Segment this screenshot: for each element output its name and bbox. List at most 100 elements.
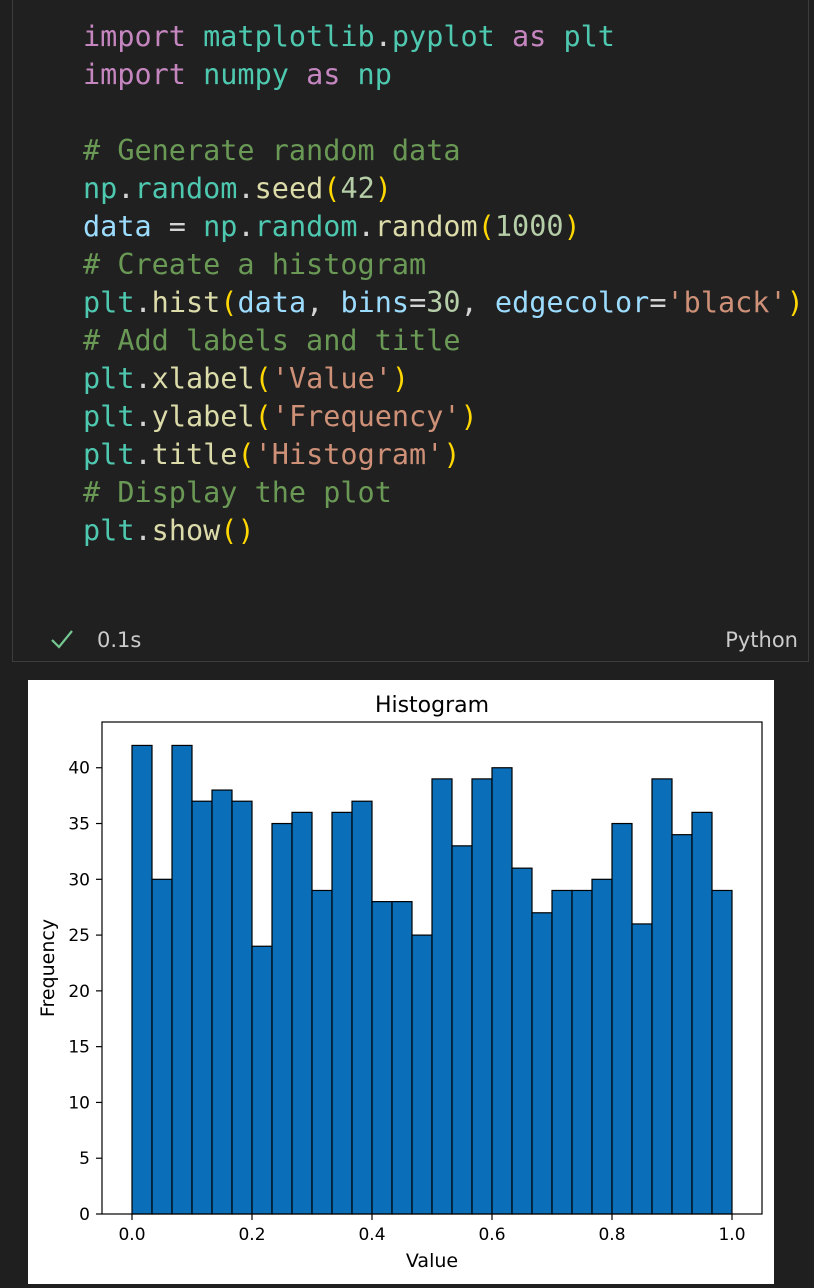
histogram-bar <box>471 778 493 1215</box>
code-token: edgecolor <box>494 286 650 319</box>
cell-status-bar: 0.1s Python <box>13 620 808 662</box>
histogram-bar <box>591 878 613 1215</box>
histogram-bar <box>391 901 413 1215</box>
code-token: # Generate random data <box>83 134 461 167</box>
code-token: import <box>83 58 186 91</box>
code-token: xlabel <box>151 362 255 395</box>
code-line[interactable]: plt.show() <box>83 512 804 550</box>
histogram-bar <box>331 811 353 1215</box>
code-token: # Add labels and title <box>83 324 461 357</box>
code-token: np <box>340 58 392 91</box>
code-line[interactable]: plt.ylabel('Frequency') <box>83 398 804 436</box>
histogram-bar <box>411 934 433 1215</box>
code-token: plt <box>546 20 615 53</box>
histogram-bar <box>251 945 273 1215</box>
code-token: plt <box>83 400 135 433</box>
histogram-bar <box>371 901 393 1215</box>
code-token: plt <box>83 286 135 319</box>
y-tick-label: 0 <box>79 1205 90 1225</box>
histogram-bar <box>431 778 453 1215</box>
code-line[interactable]: plt.hist(data, bins=30, edgecolor='black… <box>83 284 804 322</box>
code-token: . <box>134 514 152 547</box>
code-line[interactable]: # Create a histogram <box>83 246 804 284</box>
code-line[interactable]: # Add labels and title <box>83 322 804 360</box>
histogram-bar <box>531 912 553 1215</box>
code-line[interactable]: plt.title('Histogram') <box>83 436 804 474</box>
code-token: plt <box>83 438 135 471</box>
code-token: 'Histogram' <box>254 438 444 471</box>
code-token: seed <box>254 172 324 205</box>
histogram-bar <box>451 845 473 1215</box>
code-token: = <box>649 286 667 319</box>
code-token: . <box>357 210 375 243</box>
code-token: ( <box>220 286 238 319</box>
code-token: # Display the plot <box>83 476 392 509</box>
histogram-bar <box>571 889 593 1215</box>
code-token: random <box>254 210 358 243</box>
code-token: pyplot <box>391 20 495 53</box>
y-tick-label: 15 <box>68 1038 90 1058</box>
histogram-chart: Histogram 0.0 0.2 0.4 0.6 0.8 1.0 0 5 10 15 20 25 30 3… <box>37 693 763 1272</box>
y-tick-label: 35 <box>68 815 90 835</box>
code-token: ) <box>460 400 478 433</box>
code-token: ) <box>443 438 461 471</box>
code-line[interactable] <box>83 94 804 132</box>
code-token: np <box>83 172 118 205</box>
y-axis-label: Frequency <box>37 919 59 1017</box>
plot-frame <box>101 721 763 1215</box>
code-token: 42 <box>340 172 375 205</box>
histogram-bar <box>671 834 693 1215</box>
y-tick-label: 30 <box>68 870 90 890</box>
chart-title: Histogram <box>375 693 489 718</box>
code-token: 'Value' <box>271 362 392 395</box>
code-token: ( <box>323 172 341 205</box>
code-line[interactable]: plt.xlabel('Value') <box>83 360 804 398</box>
code-token: show <box>151 514 221 547</box>
code-token: 'Frequency' <box>271 400 461 433</box>
histogram-bar <box>691 811 713 1215</box>
execution-time: 0.1s <box>97 628 142 652</box>
code-token: ylabel <box>151 400 255 433</box>
language-label[interactable]: Python <box>725 628 798 652</box>
code-line[interactable]: # Display the plot <box>83 474 804 512</box>
x-tick-label: 1.0 <box>718 1225 745 1245</box>
code-token: ) <box>563 210 581 243</box>
code-token: . <box>134 400 152 433</box>
y-tick-label: 25 <box>68 926 90 946</box>
code-token: title <box>151 438 238 471</box>
histogram-bar <box>311 889 333 1215</box>
code-token: import <box>83 20 186 53</box>
x-tick-label: 0.6 <box>478 1225 505 1245</box>
histogram-bar <box>231 800 253 1215</box>
code-editor[interactable]: import matplotlib.pyplot as plt import nu… <box>83 18 804 550</box>
x-tick-label: 0.4 <box>358 1225 385 1245</box>
histogram-bar <box>551 889 573 1215</box>
code-token: . <box>117 172 135 205</box>
histogram-bar <box>131 744 153 1215</box>
code-line[interactable]: import numpy as np <box>83 56 804 94</box>
code-line[interactable]: # Generate random data <box>83 132 804 170</box>
histogram-bar <box>291 811 313 1215</box>
code-token: . <box>134 438 152 471</box>
code-line[interactable]: np.random.seed(42) <box>83 170 804 208</box>
histogram-bar <box>351 800 373 1215</box>
code-cell[interactable]: import matplotlib.pyplot as plt import nu… <box>12 0 809 662</box>
y-tick-label: 10 <box>68 1093 90 1113</box>
code-token: ( <box>477 210 495 243</box>
histogram-bar <box>211 789 233 1215</box>
code-token: . <box>237 172 255 205</box>
code-token: . <box>237 210 255 243</box>
x-axis-label: Value <box>406 1250 458 1272</box>
code-line[interactable]: import matplotlib.pyplot as plt <box>83 18 804 56</box>
histogram-bar <box>651 778 673 1215</box>
histogram-bar <box>271 822 293 1215</box>
histogram-bar <box>711 889 733 1215</box>
code-token: plt <box>83 362 135 395</box>
code-token: bins <box>340 286 410 319</box>
histogram-bar <box>491 767 513 1215</box>
code-token: random <box>374 210 478 243</box>
code-token: hist <box>151 286 221 319</box>
x-tick-label: 0.8 <box>598 1225 625 1245</box>
code-token: . <box>134 362 152 395</box>
code-line[interactable]: data = np.random.random(1000) <box>83 208 804 246</box>
